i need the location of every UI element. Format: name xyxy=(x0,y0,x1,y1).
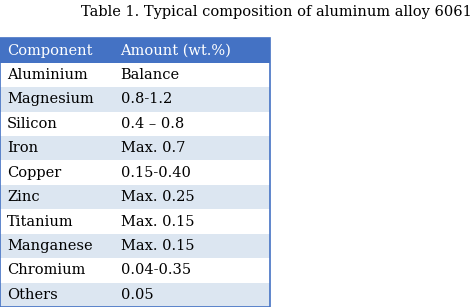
Text: Chromium: Chromium xyxy=(7,263,85,277)
Text: Copper: Copper xyxy=(7,166,61,180)
Text: Zinc: Zinc xyxy=(7,190,40,204)
Bar xyxy=(0,87,270,112)
Text: Magnesium: Magnesium xyxy=(7,92,94,107)
Text: Manganese: Manganese xyxy=(7,239,93,253)
Text: Max. 0.7: Max. 0.7 xyxy=(120,141,185,155)
Text: Silicon: Silicon xyxy=(7,117,58,131)
Text: Table 1. Typical composition of aluminum alloy 6061: Table 1. Typical composition of aluminum… xyxy=(81,5,472,19)
Text: 0.8-1.2: 0.8-1.2 xyxy=(120,92,172,107)
Text: Aluminium: Aluminium xyxy=(7,68,88,82)
Text: Balance: Balance xyxy=(120,68,180,82)
Text: 0.04-0.35: 0.04-0.35 xyxy=(120,263,191,277)
Text: Titanium: Titanium xyxy=(7,215,74,228)
Text: 0.05: 0.05 xyxy=(120,288,153,302)
Bar xyxy=(0,234,270,258)
Bar xyxy=(0,161,270,185)
Text: Max. 0.15: Max. 0.15 xyxy=(120,239,194,253)
Text: Others: Others xyxy=(7,288,58,302)
Bar xyxy=(0,136,270,161)
Bar xyxy=(0,258,270,282)
Text: Max. 0.25: Max. 0.25 xyxy=(120,190,194,204)
Text: Max. 0.15: Max. 0.15 xyxy=(120,215,194,228)
Text: Component: Component xyxy=(7,44,92,58)
Text: Amount (wt.%): Amount (wt.%) xyxy=(120,44,231,58)
Bar xyxy=(0,63,270,87)
Bar xyxy=(0,209,270,234)
Text: Iron: Iron xyxy=(7,141,38,155)
Bar xyxy=(0,38,270,307)
Text: 0.15-0.40: 0.15-0.40 xyxy=(120,166,191,180)
Bar xyxy=(0,112,270,136)
Bar xyxy=(0,38,270,63)
Bar xyxy=(0,282,270,307)
Text: 0.4 – 0.8: 0.4 – 0.8 xyxy=(120,117,184,131)
Bar xyxy=(0,185,270,209)
